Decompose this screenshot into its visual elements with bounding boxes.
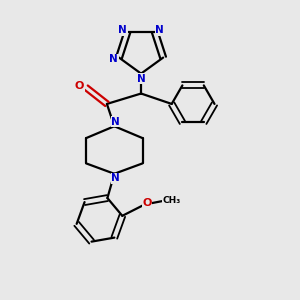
Text: O: O [142, 198, 152, 208]
Text: N: N [111, 173, 120, 183]
Text: N: N [111, 117, 120, 127]
Text: N: N [137, 74, 146, 84]
Text: N: N [109, 54, 118, 64]
Text: CH₃: CH₃ [163, 196, 181, 205]
Text: N: N [118, 25, 127, 35]
Text: N: N [155, 25, 164, 35]
Text: O: O [75, 81, 84, 91]
